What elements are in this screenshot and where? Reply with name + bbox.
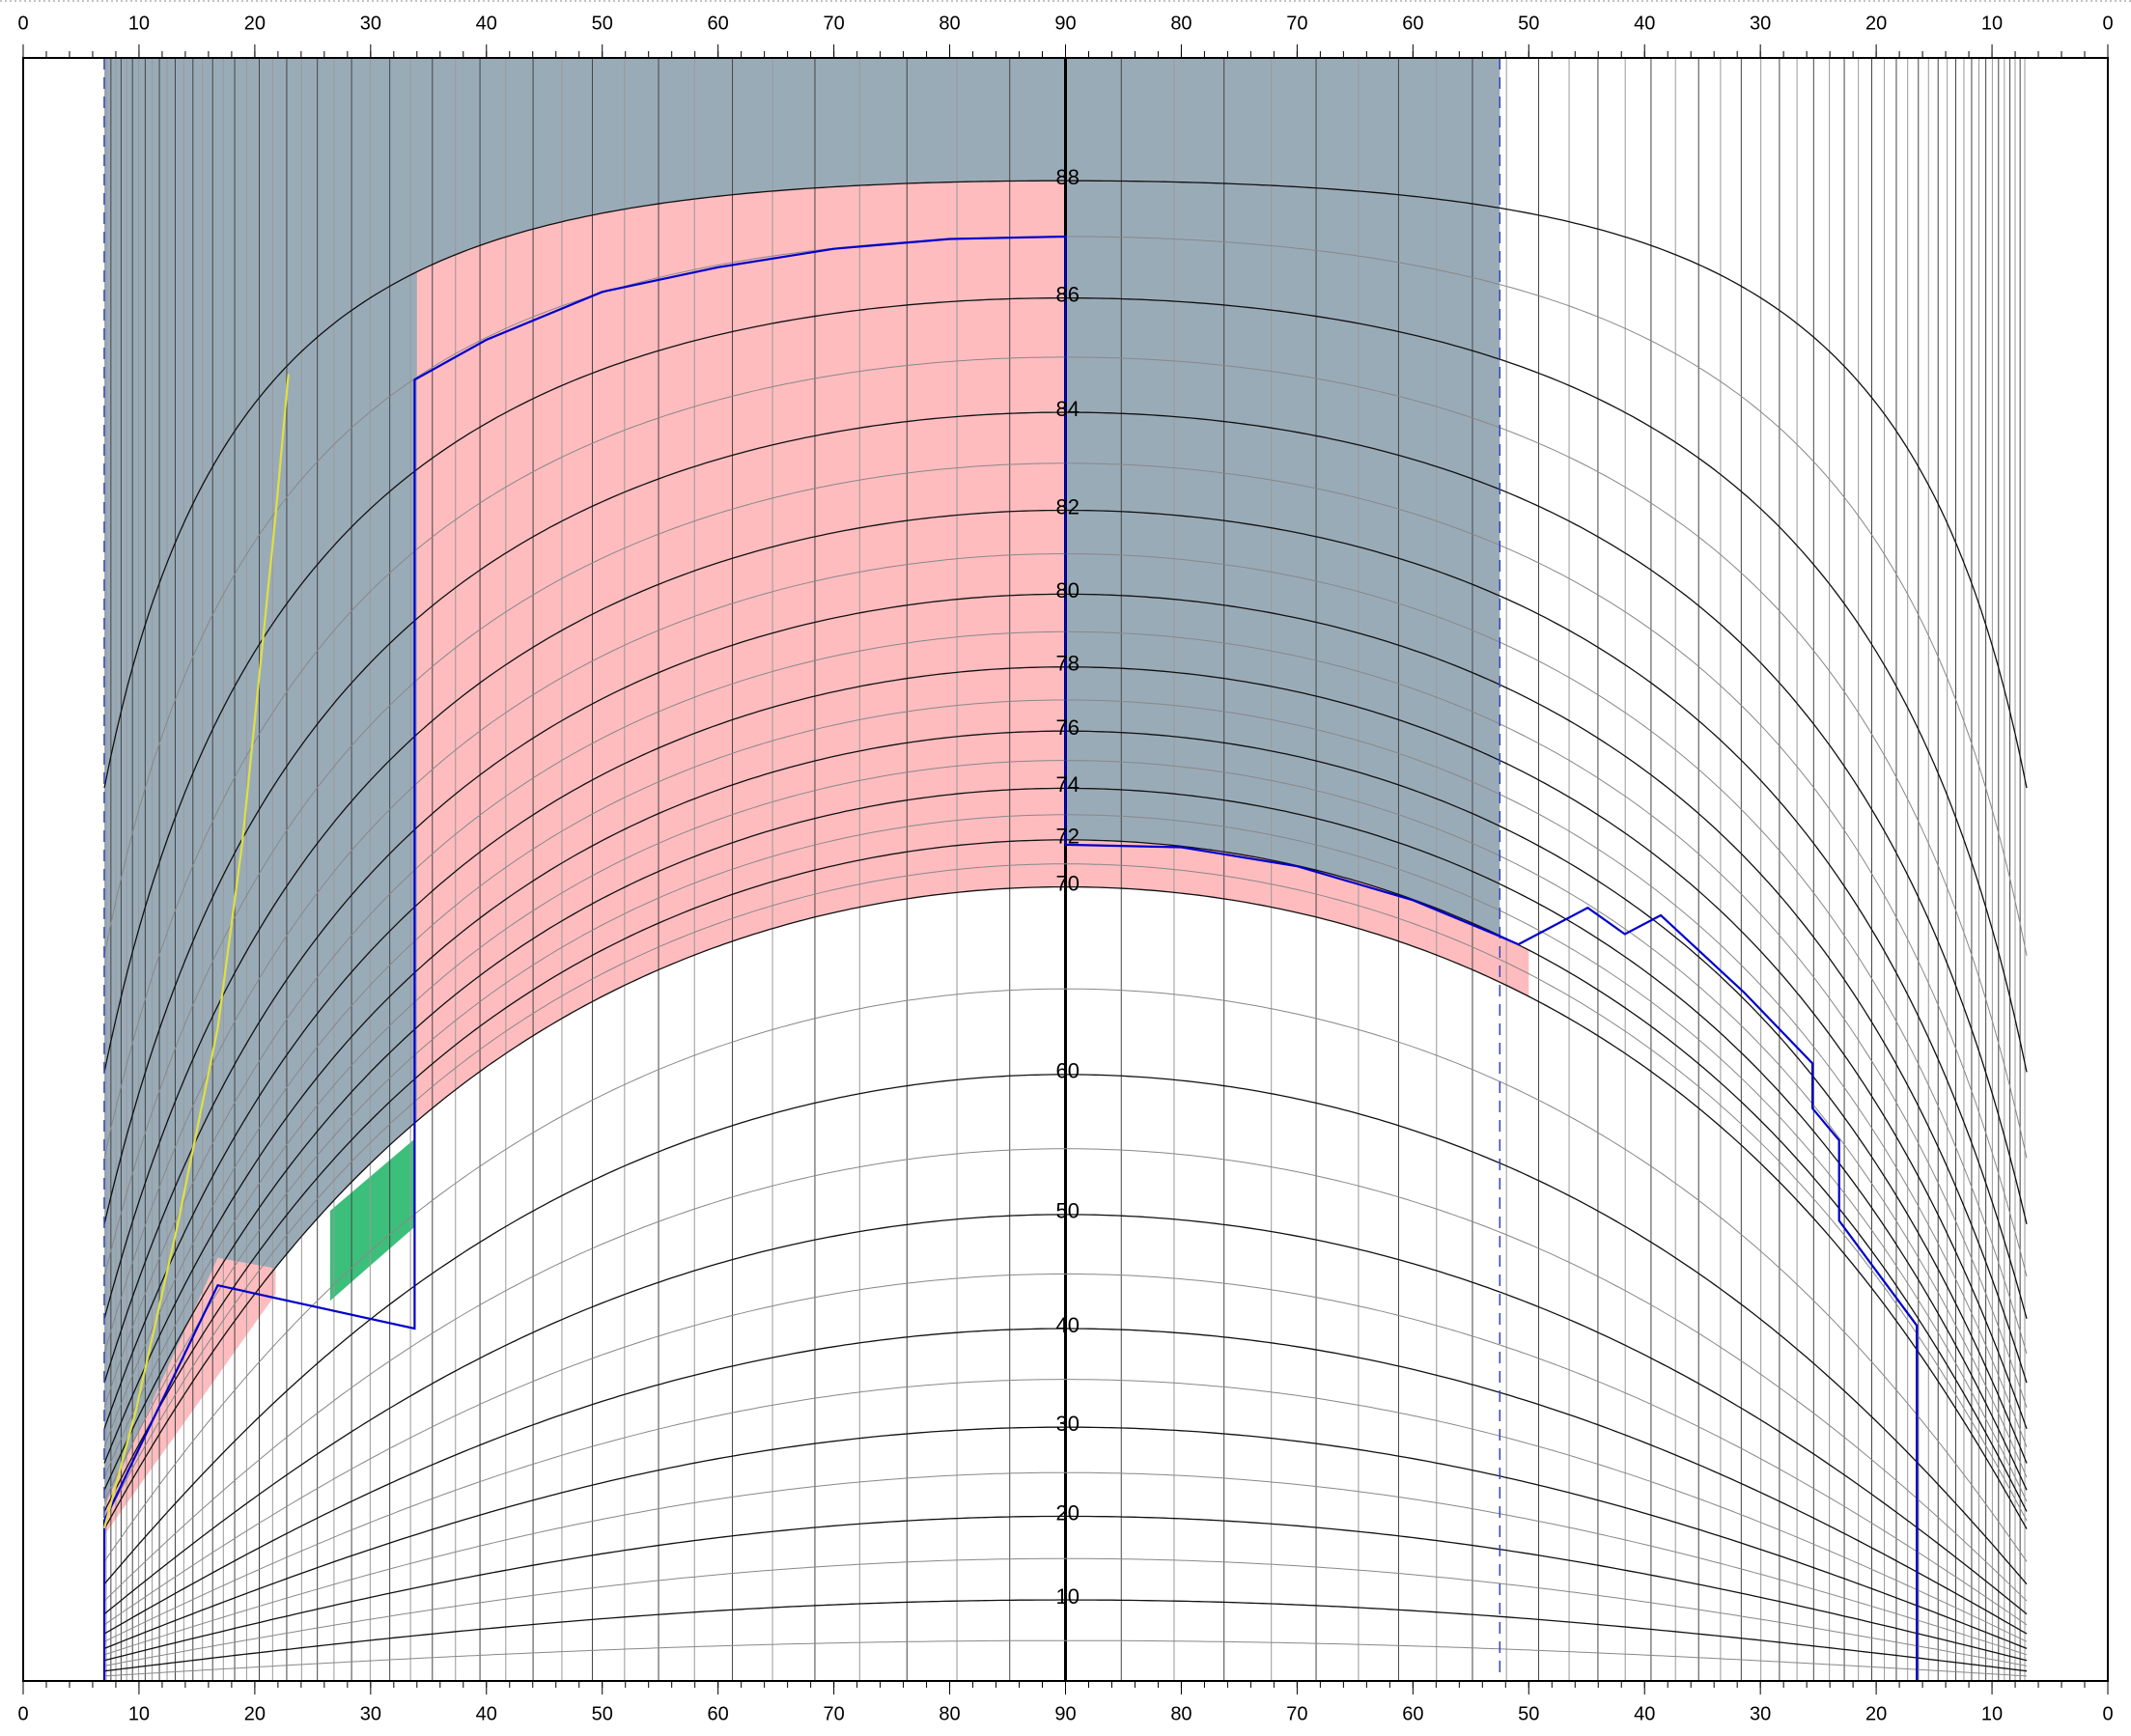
level-curve (103, 885, 2028, 1529)
x-tick-label: 40 (1634, 1703, 1655, 1724)
shaded-polygon (104, 1257, 276, 1535)
x-tick-label: 80 (1170, 1703, 1192, 1724)
x-tick-label: 50 (1518, 13, 1539, 34)
x-tick-label: 10 (128, 13, 150, 34)
level-curve (103, 1214, 2028, 1615)
x-tick-label: 10 (1981, 13, 2003, 34)
x-tick-label: 70 (1286, 1703, 1307, 1724)
curve-label: 88 (1056, 165, 1080, 189)
x-tick-label: 30 (360, 13, 381, 34)
curve-label: 50 (1056, 1199, 1080, 1223)
curve-label: 78 (1056, 652, 1080, 676)
curve-label: 60 (1056, 1059, 1080, 1083)
curve-label: 72 (1056, 825, 1080, 849)
x-tick-label: 0 (17, 13, 28, 34)
minor-curve (103, 1148, 2028, 1602)
level-curve (103, 1426, 2028, 1650)
x-tick-label: 90 (1054, 1703, 1076, 1724)
route-line (102, 374, 290, 1529)
x-tick-label: 30 (1750, 13, 1771, 34)
x-tick-label: 20 (244, 1703, 266, 1724)
curve-label: 84 (1056, 397, 1080, 421)
marks (102, 58, 1919, 1681)
minor-curve (103, 1639, 2028, 1677)
x-tick-label: 50 (1518, 1703, 1539, 1724)
x-tick-label: 70 (823, 1703, 844, 1724)
curve-label: 76 (1056, 715, 1080, 740)
x-tick-label: 20 (1865, 1703, 1887, 1724)
x-tick-label: 50 (592, 13, 613, 34)
shaded-region (1065, 839, 1529, 996)
x-tick-label: 10 (128, 1703, 150, 1724)
curve-label: 30 (1056, 1412, 1080, 1436)
level-curve (103, 1074, 2028, 1585)
x-tick-label: 40 (476, 1703, 497, 1724)
x-tick-label: 40 (476, 13, 497, 34)
x-tick-label: 0 (2102, 13, 2113, 34)
curve-label: 40 (1056, 1313, 1080, 1337)
curve-label: 82 (1056, 494, 1080, 518)
x-tick-label: 70 (1286, 13, 1307, 34)
curve-label: 74 (1056, 772, 1080, 797)
x-tick-label: 70 (823, 13, 844, 34)
curve-label: 80 (1056, 578, 1080, 602)
route-line (1065, 843, 1919, 1681)
x-tick-label: 60 (1402, 13, 1423, 34)
curve-label: 20 (1056, 1500, 1080, 1525)
shaded-region (416, 181, 1066, 1122)
x-tick-label: 40 (1634, 13, 1655, 34)
minor-curve (103, 988, 2028, 1562)
x-tick-label: 80 (1170, 13, 1192, 34)
x-tick-label: 60 (1402, 1703, 1423, 1724)
minor-curve (103, 1557, 2028, 1666)
x-tick-label: 0 (2102, 1703, 2113, 1724)
x-tick-label: 30 (360, 1703, 381, 1724)
level-curve (103, 1515, 2028, 1662)
route-line (102, 235, 1067, 1681)
x-tick-label: 80 (939, 1703, 960, 1724)
minor-curve (103, 863, 2028, 1522)
x-tick-label: 90 (1054, 13, 1076, 34)
x-tick-label: 80 (939, 13, 960, 34)
x-tick-label: 60 (708, 1703, 729, 1724)
curve-label: 10 (1056, 1584, 1080, 1609)
x-tick-label: 20 (244, 13, 266, 34)
x-tick-label: 0 (17, 1703, 28, 1724)
level-curve (103, 180, 2028, 789)
x-tick-label: 20 (1865, 13, 1887, 34)
regions (104, 58, 1529, 1535)
minor-curve (103, 1274, 2028, 1626)
level-curve (103, 1328, 2028, 1635)
minor-curve (103, 1471, 2028, 1656)
curve-label: 86 (1056, 282, 1080, 306)
shaded-region (1065, 58, 1500, 936)
level-curve (103, 1599, 2028, 1672)
x-tick-label: 50 (592, 1703, 613, 1724)
x-tick-label: 30 (1750, 1703, 1771, 1724)
x-tick-label: 60 (708, 13, 729, 34)
curve-label: 70 (1056, 871, 1080, 895)
minor-curve (103, 1379, 2028, 1642)
axes: 0 0 10 10 20 20 30 30 40 40 50 50 60 60 70 70 80 80 90 90 80… (17, 13, 2113, 1724)
x-tick-label: 10 (1981, 1703, 2003, 1724)
